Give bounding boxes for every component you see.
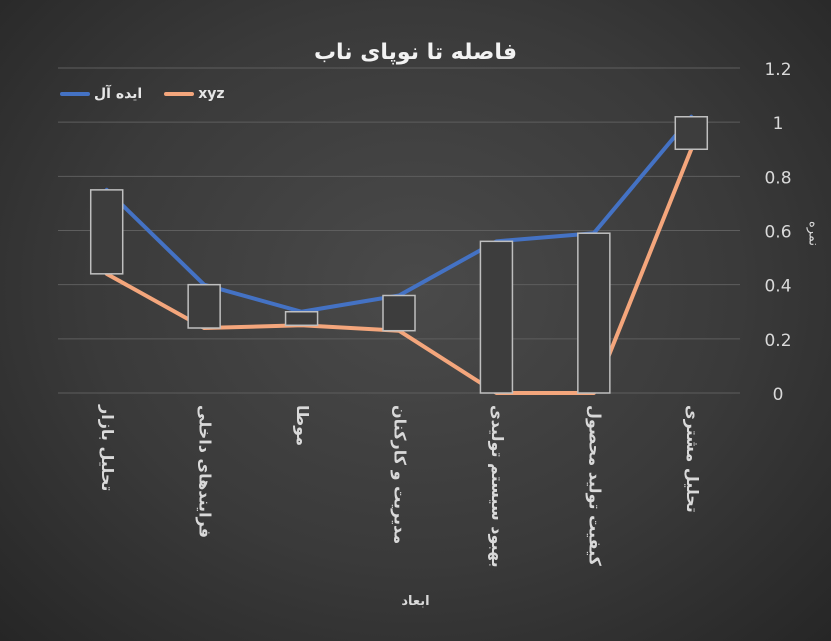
legend: ایده آل xyz bbox=[60, 86, 225, 102]
x-tick-label: کیفیت تولید محصول bbox=[585, 405, 604, 567]
legend-swatch-ideal bbox=[60, 92, 90, 96]
y-axis-title: نمره bbox=[805, 220, 821, 247]
x-tick-label: بهبود سیستم تولیدی bbox=[488, 405, 507, 568]
high-low-box bbox=[284, 311, 319, 327]
high-low-box bbox=[187, 283, 221, 329]
x-tick-label: موطا bbox=[293, 405, 312, 446]
y-tick-label: 0.8 bbox=[764, 168, 791, 188]
high-low-box bbox=[674, 116, 709, 150]
legend-item-xyz: xyz bbox=[164, 86, 225, 102]
y-tick-label: 0.2 bbox=[764, 331, 791, 351]
legend-item-ideal: ایده آل bbox=[60, 86, 142, 102]
x-tick-label: تحلیل مشتری bbox=[683, 405, 702, 513]
y-tick-label: 1.2 bbox=[764, 60, 791, 80]
x-axis-title: ابعاد bbox=[401, 594, 430, 609]
y-tick-label: 0.4 bbox=[764, 277, 791, 297]
high-low-box bbox=[382, 294, 416, 332]
x-tick-label: تحلیل بازار bbox=[98, 404, 117, 491]
chart-title: فاصله تا نوپای ناب bbox=[313, 40, 518, 65]
legend-swatch-xyz bbox=[164, 92, 195, 96]
legend-label-xyz: xyz bbox=[198, 86, 225, 102]
high-low-box bbox=[577, 232, 611, 394]
y-tick-label: 1 bbox=[773, 114, 784, 134]
y-tick-label: 0 bbox=[773, 385, 784, 405]
legend-label-ideal: ایده آل bbox=[94, 86, 143, 102]
high-low-box bbox=[89, 189, 124, 275]
y-tick-label: 0.6 bbox=[764, 223, 791, 243]
x-tick-label: مدیریت و کارکنان bbox=[391, 405, 410, 544]
high-low-box bbox=[479, 240, 514, 394]
x-tick-label: فرایندهای داخلی bbox=[196, 405, 215, 538]
